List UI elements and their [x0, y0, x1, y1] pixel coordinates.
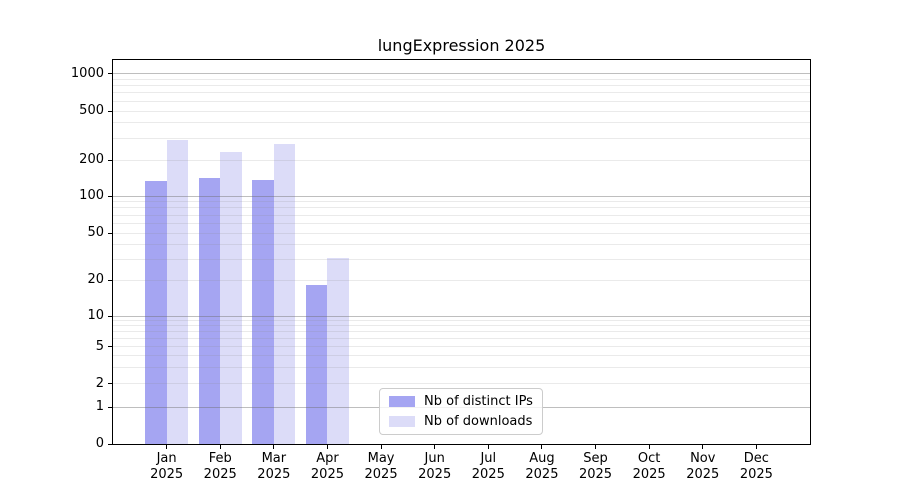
gridline-y-80	[113, 207, 810, 209]
bar-downloads-jan	[166, 139, 189, 444]
gridline-y-500	[113, 110, 810, 112]
gridline-y-800	[113, 85, 810, 87]
legend-swatch-downloads	[389, 415, 415, 427]
gridline-y-50	[113, 232, 810, 234]
gridline-y-4	[113, 355, 810, 356]
x-tick-label-mar: Mar 2025	[257, 451, 291, 482]
gridline-y-2	[113, 383, 810, 384]
y-tick-label-500: 500	[79, 103, 104, 118]
gridline-y-8	[113, 325, 810, 327]
legend-swatch-distinct-ips	[389, 396, 415, 408]
x-tick-aug	[541, 445, 543, 449]
x-tick-label-feb: Feb 2025	[203, 451, 237, 482]
bar-distinct-ips-mar	[252, 180, 274, 444]
x-tick-label-may: May 2025	[364, 451, 398, 482]
x-tick-label-jul: Jul 2025	[471, 451, 505, 482]
bar-distinct-ips-apr	[305, 285, 328, 444]
y-tick-1	[108, 406, 112, 408]
y-tick-100	[108, 195, 112, 197]
y-tick-label-10: 10	[87, 308, 104, 323]
y-tick-50	[108, 232, 112, 234]
gridline-y-200	[113, 159, 810, 161]
x-tick-sep	[595, 445, 597, 449]
x-tick-label-dec: Dec 2025	[739, 451, 773, 482]
legend-label-downloads: Nb of downloads	[424, 413, 533, 429]
gridline-y-600	[113, 100, 810, 102]
gridline-y-60	[113, 222, 810, 224]
gridline-y-300	[113, 137, 810, 139]
y-tick-2	[108, 383, 112, 384]
legend-item-downloads: Nb of downloads	[389, 414, 533, 429]
gridline-y-1000	[113, 73, 810, 74]
legend-item-distinct-ips: Nb of distinct IPs	[389, 394, 533, 409]
x-tick-dec	[755, 445, 757, 449]
legend: Nb of distinct IPs Nb of downloads	[379, 388, 543, 435]
x-tick-mar	[273, 445, 275, 449]
gridline-y-7	[113, 331, 810, 333]
bars-layer	[113, 60, 810, 444]
gridline-y-700	[113, 92, 810, 94]
gridline-y-9	[113, 320, 810, 322]
y-tick-0	[108, 443, 112, 445]
bar-distinct-ips-jan	[145, 180, 167, 444]
gridlines-layer	[113, 60, 810, 444]
y-tick-20	[108, 279, 112, 281]
y-tick-label-1000: 1000	[70, 65, 104, 81]
x-tick-nov	[702, 445, 704, 449]
x-tick-may	[380, 445, 382, 449]
x-tick-label-apr: Apr 2025	[310, 451, 344, 482]
gridline-y-30	[113, 258, 810, 260]
y-tick-label-5: 5	[95, 338, 104, 354]
y-tick-10	[108, 315, 112, 317]
x-tick-label-sep: Sep 2025	[578, 451, 613, 482]
y-tick-200	[108, 159, 112, 161]
y-tick-label-200: 200	[79, 152, 104, 167]
x-tick-jun	[434, 445, 436, 449]
y-tick-label-100: 100	[79, 188, 104, 203]
bar-downloads-apr	[327, 257, 349, 444]
y-tick-label-1: 1	[95, 399, 104, 414]
gridline-y-10	[113, 315, 810, 317]
gridline-y-90	[113, 201, 810, 203]
gridline-y-6	[113, 337, 810, 339]
x-tick-label-aug: Aug 2025	[525, 451, 559, 482]
x-tick-label-nov: Nov 2025	[686, 451, 720, 482]
y-tick-500	[108, 110, 112, 112]
gridline-y-900	[113, 78, 810, 80]
x-tick-feb	[219, 445, 221, 449]
legend-label-distinct-ips: Nb of distinct IPs	[424, 394, 533, 410]
x-tick-jan	[166, 445, 168, 449]
chart-title: lungExpression 2025	[377, 36, 546, 55]
x-tick-label-jan: Jan 2025	[150, 451, 184, 482]
x-tick-label-oct: Oct 2025	[632, 451, 666, 482]
bar-downloads-feb	[220, 152, 242, 444]
gridline-y-70	[113, 214, 810, 216]
bar-downloads-mar	[273, 143, 296, 444]
gridline-y-5	[113, 346, 810, 347]
gridline-y-100	[113, 195, 810, 197]
bar-distinct-ips-feb	[198, 178, 221, 444]
y-tick-label-2: 2	[95, 375, 104, 391]
x-tick-label-jun: Jun 2025	[418, 451, 452, 482]
gridline-y-3	[113, 366, 810, 368]
plot-area	[113, 60, 810, 444]
y-tick-1000	[108, 73, 112, 74]
gridline-y-40	[113, 243, 810, 245]
y-tick-5	[108, 346, 112, 347]
y-tick-label-50: 50	[87, 225, 104, 240]
x-tick-apr	[326, 445, 328, 449]
y-tick-label-0: 0	[95, 436, 104, 451]
x-tick-jul	[487, 445, 489, 449]
x-tick-oct	[648, 445, 650, 449]
y-tick-label-20: 20	[87, 272, 104, 287]
gridline-y-20	[113, 279, 810, 281]
gridline-y-400	[113, 122, 810, 124]
